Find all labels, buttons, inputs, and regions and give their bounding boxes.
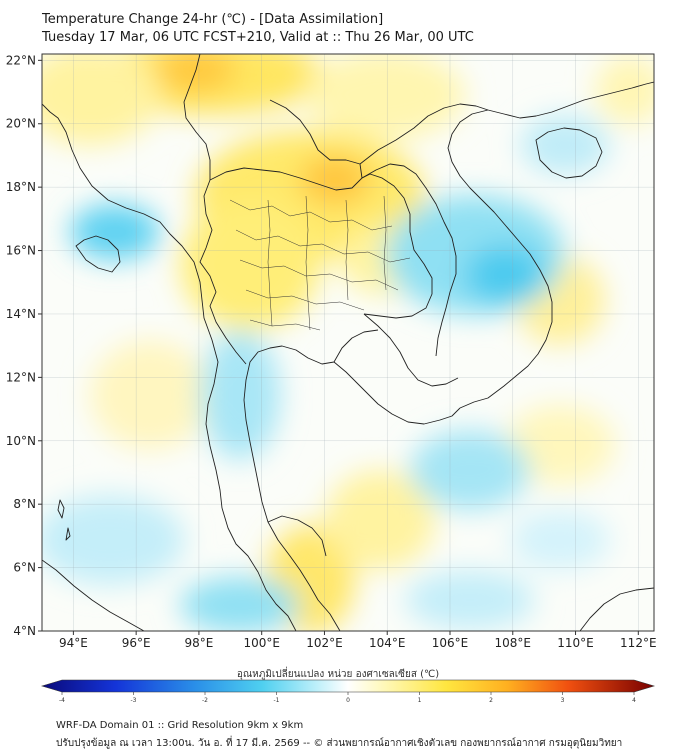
lat-tick-label: 6°N <box>13 561 36 575</box>
cool-area-se <box>405 570 535 630</box>
lat-tick-label: 12°N <box>6 370 36 384</box>
lat-tick-label: 4°N <box>13 624 36 638</box>
warm-area-west-thailand <box>180 200 320 330</box>
laos-china-border <box>269 99 363 179</box>
thailand-north-border <box>209 167 433 319</box>
hainan-island <box>535 127 603 179</box>
warm-area-east-peninsula <box>325 470 435 570</box>
colorbar-tick-label: 3 <box>561 697 565 704</box>
colorbar-tick-label: 0 <box>346 697 350 704</box>
lon-tick-label: 100°E <box>243 636 280 650</box>
lon-tick-label: 96°E <box>122 636 151 650</box>
lat-tick-label: 14°N <box>6 307 36 321</box>
cool-area-south <box>180 577 300 631</box>
latitude-axis: 22°N 20°N 18°N 16°N 14°N 12°N 10°N 8°N 6°N 4°N <box>6 53 42 638</box>
colorbar-tick-label: 1 <box>418 697 422 704</box>
thai-provinces <box>229 195 411 331</box>
thailand-cambodia-border <box>333 329 379 363</box>
lat-tick-label: 20°N <box>6 117 36 131</box>
laos-vietnam-border <box>361 163 457 357</box>
borneo-coast <box>579 587 654 631</box>
longitude-axis: 94°E 96°E 98°E 100°E 102°E 104°E 106°E 108°E 110… <box>59 631 657 650</box>
graticule <box>42 54 654 631</box>
myanmar-coast <box>42 103 223 509</box>
thailand-peninsula-east <box>243 345 341 631</box>
colorbar-title: อุณหภูมิเปลี่ยนแปลง หน่วย องศาเซลเซียส (… <box>236 669 440 680</box>
colorbar-tick-label: 2 <box>489 697 493 704</box>
lat-tick-label: 16°N <box>6 244 36 258</box>
myanmar-thailand-border <box>199 179 247 365</box>
lon-tick-label: 108°E <box>495 636 532 650</box>
cool-area-sw <box>42 495 185 585</box>
colorbar-tick-label: -2 <box>202 697 208 704</box>
warm-area-andaman <box>90 340 210 450</box>
lat-tick-label: 22°N <box>6 53 36 67</box>
lon-tick-label: 106°E <box>432 636 469 650</box>
lat-tick-label: 8°N <box>13 497 36 511</box>
warm-area-nw <box>42 54 160 145</box>
vietnam-north-border <box>359 103 489 165</box>
cambodia-border <box>363 313 459 387</box>
thailand-peninsula-west <box>221 507 297 631</box>
lat-tick-label: 10°N <box>6 434 36 448</box>
cool-area-myanmar-coast <box>70 204 160 260</box>
lon-tick-label: 112°E <box>620 636 657 650</box>
warm-core-north <box>155 54 235 92</box>
footer-model-info: WRF-DA Domain 01 :: Grid Resolution 9km … <box>56 720 304 731</box>
colorbar-tick-label: -4 <box>59 697 65 704</box>
colorbar-tick-label: -3 <box>131 697 137 704</box>
warm-core-thailand <box>300 155 370 205</box>
footer-update-info: ปรับปรุงข้อมูล ณ เวลา 13:00น. วัน อ. ที่… <box>56 738 623 749</box>
gulf-of-thailand-coast <box>333 361 461 425</box>
sumatra-coast <box>42 559 145 631</box>
lon-tick-label: 110°E <box>557 636 594 650</box>
cool-area-hainan <box>520 115 610 175</box>
map-title: Temperature Change 24-hr (℃) - [Data Ass… <box>42 12 384 27</box>
lon-tick-label: 102°E <box>306 636 343 650</box>
andaman-islands <box>57 499 71 541</box>
cool-core-vietnam <box>465 245 545 305</box>
lon-tick-label: 104°E <box>369 636 406 650</box>
cool-area-east <box>510 510 610 570</box>
vietnam-south-coast <box>447 109 553 409</box>
china-south-coast <box>487 81 654 119</box>
cool-area-laos-vietnam <box>385 195 565 315</box>
colorbar-ticks: -4 -3 -2 -1 0 1 2 3 4 <box>59 692 636 704</box>
colorbar: -4 -3 -2 -1 0 1 2 3 4 <box>40 679 656 704</box>
cool-area-gulf-west <box>200 330 280 460</box>
cool-area-gulf-east <box>410 430 530 510</box>
plot-frame <box>41 53 655 632</box>
temperature-field <box>42 54 654 631</box>
coastlines-and-borders <box>42 54 654 631</box>
myanmar-west-bay <box>75 235 121 273</box>
malaysia-border <box>267 515 327 557</box>
colorbar-tick-label: -1 <box>274 697 280 704</box>
colorbar-tick-label: 4 <box>632 697 636 704</box>
lon-tick-label: 94°E <box>59 636 88 650</box>
map-subtitle: Tuesday 17 Mar, 06 UTC FCST+210, Valid a… <box>42 30 474 45</box>
warm-area-north-central <box>305 54 465 140</box>
warm-area-east-sea <box>505 405 615 485</box>
china-north-border <box>183 54 211 180</box>
lat-tick-label: 18°N <box>6 180 36 194</box>
lon-tick-label: 98°E <box>184 636 213 650</box>
